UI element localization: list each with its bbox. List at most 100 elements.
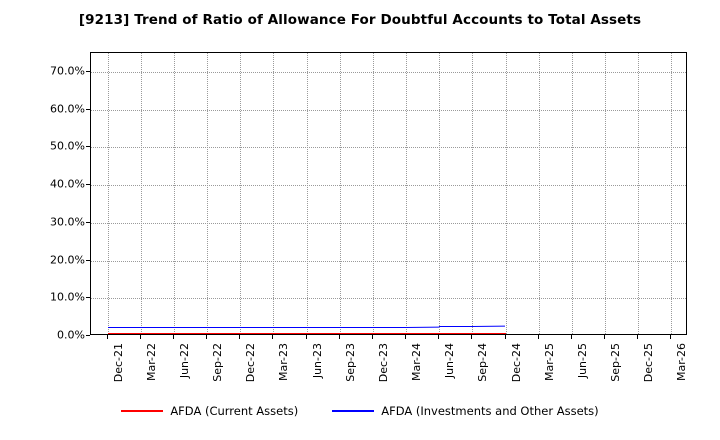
gridline-vertical	[339, 53, 341, 334]
y-axis-tick-mark	[86, 221, 90, 223]
y-axis-tick-label: 0.0%	[57, 328, 85, 342]
series-line-segment	[140, 326, 174, 328]
gridline-vertical	[240, 53, 242, 334]
y-axis-tick-label: 60.0%	[50, 102, 85, 116]
x-axis-tick-mark	[272, 335, 274, 339]
x-axis-tick-mark	[172, 335, 174, 339]
gridline-horizontal	[91, 222, 686, 224]
y-axis-tick-mark	[86, 335, 90, 336]
x-axis-tick-mark	[106, 335, 108, 339]
gridline-vertical	[107, 53, 109, 334]
x-axis-tick-mark	[139, 335, 141, 339]
gridline-vertical	[638, 53, 640, 334]
series-line-segment	[439, 332, 473, 334]
chart-legend: AFDA (Current Assets) AFDA (Investments a…	[0, 404, 720, 418]
series-line-segment	[306, 332, 340, 334]
series-line-segment	[372, 332, 407, 334]
gridline-vertical	[571, 53, 573, 334]
gridline-vertical	[207, 53, 209, 334]
legend-color-swatch	[121, 410, 164, 412]
series-line-segment	[273, 326, 307, 328]
gridline-vertical	[671, 53, 673, 334]
series-line-segment	[439, 326, 473, 328]
gridline-vertical	[505, 53, 507, 334]
y-axis-tick-label: 50.0%	[50, 139, 85, 153]
gridline-horizontal	[91, 71, 686, 73]
x-axis-tick-mark	[206, 335, 208, 339]
gridline-horizontal	[91, 109, 686, 111]
x-axis-tick-mark	[670, 335, 672, 339]
gridline-vertical	[306, 53, 308, 334]
x-axis-tick-label: Mar-22	[144, 343, 158, 382]
x-axis-tick-mark	[405, 335, 407, 339]
x-axis-tick-mark	[504, 335, 506, 339]
series-line-segment	[240, 332, 274, 334]
x-axis-tick-label: Jun-23	[310, 343, 324, 379]
y-axis-tick-mark	[86, 146, 90, 148]
plot-area	[90, 52, 687, 335]
x-axis-tick-mark	[371, 335, 373, 339]
gridline-vertical	[472, 53, 474, 334]
gridline-vertical	[605, 53, 607, 334]
y-axis-tick-label: 70.0%	[50, 64, 85, 78]
legend-item[interactable]: AFDA (Current Assets)	[121, 404, 298, 418]
series-line-segment	[472, 332, 506, 334]
gridline-vertical	[406, 53, 408, 334]
legend-label: AFDA (Investments and Other Assets)	[381, 404, 599, 418]
series-line-segment	[240, 326, 274, 328]
legend-label: AFDA (Current Assets)	[170, 404, 299, 418]
x-axis-tick-mark	[239, 335, 241, 339]
y-axis-tick-mark	[86, 108, 90, 110]
series-line-segment	[207, 332, 241, 334]
gridline-horizontal	[91, 185, 686, 187]
x-axis-tick-mark	[537, 335, 539, 339]
y-axis-tick-mark	[86, 184, 90, 186]
series-line-segment	[406, 326, 440, 328]
gridline-vertical	[439, 53, 441, 334]
series-line-segment	[107, 326, 141, 328]
legend-color-swatch	[332, 410, 375, 412]
x-axis-tick-mark	[305, 335, 307, 339]
x-axis-tick-label: Dec-25	[642, 343, 656, 383]
series-line-segment	[173, 326, 208, 328]
gridline-horizontal	[91, 260, 686, 262]
x-axis-tick-label: Jun-25	[575, 343, 589, 379]
y-axis-tick-label: 30.0%	[50, 215, 85, 229]
x-axis-tick-label: Mar-24	[410, 343, 424, 382]
chart-title: [9213] Trend of Ratio of Allowance For D…	[78, 12, 642, 28]
y-axis-tick-label: 10.0%	[50, 290, 85, 304]
y-axis-tick-label: 20.0%	[50, 253, 85, 267]
x-axis-tick-mark	[338, 335, 340, 339]
series-line-segment	[372, 326, 407, 328]
series-line-segment	[107, 332, 141, 334]
y-axis-tick-mark	[86, 70, 90, 72]
series-line-segment	[339, 332, 373, 334]
y-axis-tick-mark	[86, 259, 90, 261]
gridline-horizontal	[91, 147, 686, 149]
x-axis-tick-label: Jun-24	[443, 343, 457, 379]
series-line-segment	[472, 325, 506, 328]
gridline-vertical	[372, 53, 374, 334]
x-axis-tick-label: Sep-25	[609, 343, 623, 382]
series-line-segment	[173, 332, 208, 334]
x-axis-tick-label: Jun-22	[177, 343, 191, 379]
x-axis-tick-mark	[471, 335, 473, 339]
legend-item[interactable]: AFDA (Investments and Other Assets)	[332, 404, 599, 418]
x-axis-tick-label: Mar-23	[277, 343, 291, 382]
x-axis-tick-mark	[438, 335, 440, 339]
x-axis-tick-mark	[570, 335, 572, 339]
x-axis-tick-label: Sep-24	[476, 343, 490, 382]
gridline-vertical	[273, 53, 275, 334]
series-line-segment	[207, 326, 241, 328]
x-axis-tick-label: Dec-22	[244, 343, 258, 383]
y-axis-tick-mark	[86, 297, 90, 299]
series-line-segment	[406, 332, 440, 334]
x-axis-tick-label: Mar-26	[675, 343, 689, 382]
series-line-segment	[140, 332, 174, 334]
x-axis-tick-label: Sep-23	[343, 343, 357, 382]
gridline-vertical	[173, 53, 175, 334]
x-axis-tick-label: Mar-25	[542, 343, 556, 382]
series-line-segment	[273, 332, 307, 334]
x-axis-tick-label: Dec-21	[111, 343, 125, 383]
